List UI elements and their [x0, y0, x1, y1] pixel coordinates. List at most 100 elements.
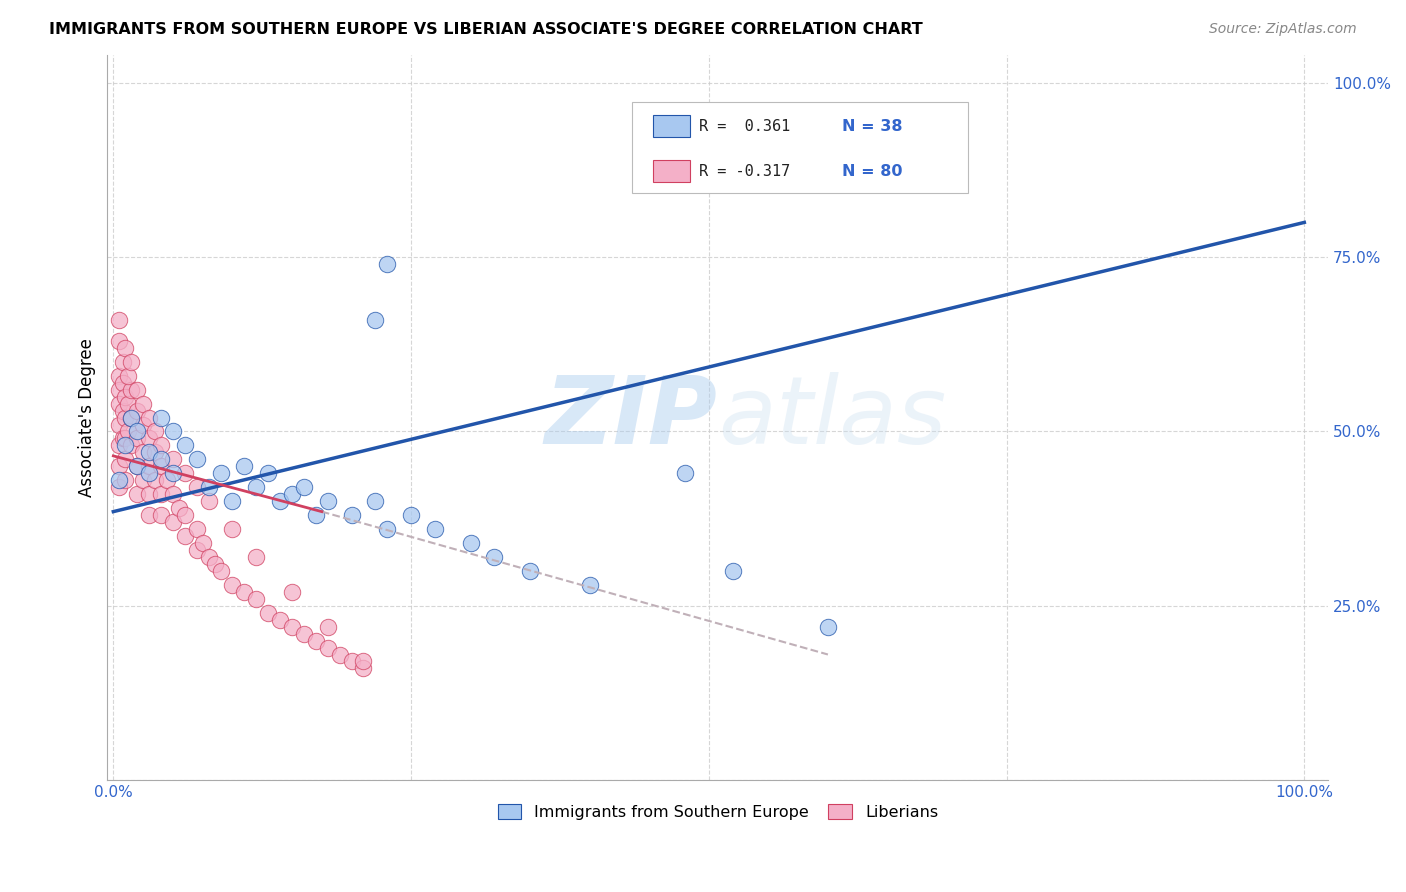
- Point: [281, 584, 304, 599]
- Point: [197, 549, 219, 564]
- Point: [364, 494, 387, 508]
- Point: [364, 313, 387, 327]
- Point: [108, 417, 131, 432]
- Legend: Immigrants from Southern Europe, Liberians: Immigrants from Southern Europe, Liberia…: [491, 797, 945, 826]
- Point: [340, 655, 363, 669]
- Point: [209, 564, 232, 578]
- Point: [399, 508, 422, 522]
- Point: [138, 487, 160, 501]
- Point: [114, 432, 136, 446]
- Point: [375, 522, 398, 536]
- Point: [111, 432, 134, 446]
- Point: [138, 410, 160, 425]
- Point: [269, 613, 291, 627]
- Point: [305, 633, 328, 648]
- Point: [138, 467, 160, 481]
- Point: [117, 368, 139, 383]
- Point: [673, 467, 696, 481]
- Point: [114, 452, 136, 467]
- Point: [114, 410, 136, 425]
- Point: [108, 480, 131, 494]
- Text: R =  0.361: R = 0.361: [699, 119, 790, 134]
- Point: [120, 383, 142, 397]
- Point: [221, 522, 243, 536]
- Point: [111, 403, 134, 417]
- Point: [460, 536, 482, 550]
- Point: [149, 487, 172, 501]
- Point: [519, 564, 541, 578]
- FancyBboxPatch shape: [652, 115, 690, 137]
- Point: [149, 438, 172, 452]
- Point: [143, 445, 166, 459]
- Point: [117, 396, 139, 410]
- Point: [111, 376, 134, 390]
- Point: [132, 473, 155, 487]
- Point: [127, 459, 149, 474]
- Point: [156, 473, 179, 487]
- Point: [257, 467, 280, 481]
- Point: [167, 501, 190, 516]
- Text: R = -0.317: R = -0.317: [699, 163, 790, 178]
- Point: [281, 487, 304, 501]
- Point: [138, 459, 160, 474]
- Point: [127, 432, 149, 446]
- Point: [316, 494, 339, 508]
- Point: [221, 494, 243, 508]
- Point: [204, 557, 226, 571]
- Point: [127, 425, 149, 439]
- Point: [143, 425, 166, 439]
- Point: [108, 334, 131, 348]
- Point: [292, 480, 315, 494]
- Point: [108, 459, 131, 474]
- Point: [423, 522, 446, 536]
- Point: [108, 396, 131, 410]
- FancyBboxPatch shape: [652, 161, 690, 182]
- Point: [149, 459, 172, 474]
- Point: [132, 417, 155, 432]
- Point: [484, 549, 506, 564]
- Point: [162, 467, 184, 481]
- Point: [162, 425, 184, 439]
- Point: [127, 459, 149, 474]
- Point: [281, 619, 304, 633]
- Point: [245, 480, 267, 494]
- Point: [120, 355, 142, 369]
- Point: [108, 383, 131, 397]
- Point: [375, 257, 398, 271]
- Point: [269, 494, 291, 508]
- Point: [352, 661, 374, 675]
- Point: [162, 487, 184, 501]
- Point: [817, 619, 839, 633]
- Point: [138, 445, 160, 459]
- Text: atlas: atlas: [717, 372, 946, 463]
- Point: [127, 487, 149, 501]
- Point: [173, 508, 195, 522]
- Point: [316, 640, 339, 655]
- Text: N = 38: N = 38: [842, 119, 903, 134]
- Text: N = 80: N = 80: [842, 163, 903, 178]
- Point: [209, 467, 232, 481]
- Point: [316, 619, 339, 633]
- Y-axis label: Associate's Degree: Associate's Degree: [79, 338, 96, 497]
- Point: [197, 494, 219, 508]
- Point: [138, 432, 160, 446]
- Point: [173, 467, 195, 481]
- Point: [132, 396, 155, 410]
- Point: [132, 445, 155, 459]
- Point: [340, 508, 363, 522]
- Point: [173, 438, 195, 452]
- Point: [149, 508, 172, 522]
- Text: ZIP: ZIP: [546, 372, 717, 464]
- Point: [197, 480, 219, 494]
- Point: [149, 410, 172, 425]
- Point: [127, 383, 149, 397]
- Point: [292, 626, 315, 640]
- Point: [143, 473, 166, 487]
- Point: [245, 549, 267, 564]
- Point: [120, 438, 142, 452]
- Point: [721, 564, 744, 578]
- Point: [352, 655, 374, 669]
- Point: [245, 591, 267, 606]
- Point: [149, 452, 172, 467]
- Point: [186, 543, 208, 558]
